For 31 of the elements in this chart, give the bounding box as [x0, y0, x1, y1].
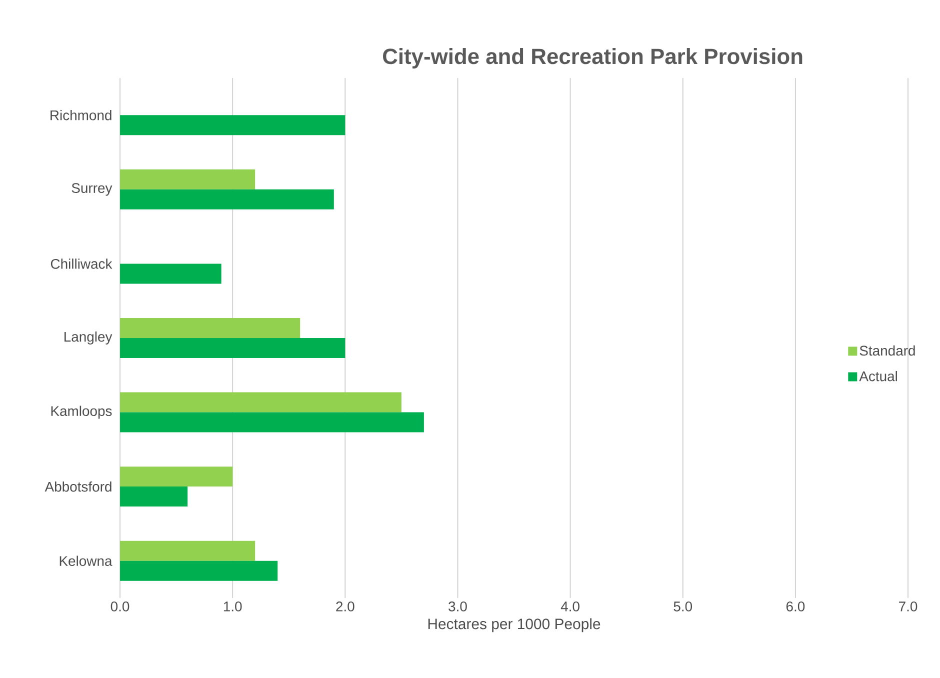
y-tick-label: Kelowna	[60, 556, 112, 566]
bar	[120, 560, 278, 581]
bar	[120, 412, 424, 432]
bar	[120, 264, 222, 284]
chart-title: City-wide and Recreation Park Provision	[383, 48, 802, 68]
x-tick-label: 3.0	[448, 602, 467, 612]
x-tick-label: 0.0	[110, 602, 130, 612]
y-tick-label: Langley	[64, 331, 112, 344]
x-tick-label: 1.0	[224, 602, 242, 612]
x-tick-label: 6.0	[786, 602, 805, 612]
bar	[120, 466, 233, 487]
bar	[120, 169, 256, 190]
bar	[120, 486, 188, 507]
x-tick-label: 4.0	[560, 602, 580, 612]
y-tick-label: Richmond	[50, 110, 112, 120]
bar	[120, 189, 334, 210]
y-tick-label: Surrey	[72, 183, 112, 196]
x-tick-label: 2.0	[336, 602, 354, 612]
bar	[120, 115, 346, 136]
x-tick-label: 7.0	[899, 602, 918, 612]
x-tick-label: 5.0	[674, 602, 692, 612]
legend-label: Standard	[860, 345, 915, 356]
bar	[120, 338, 346, 358]
bar	[120, 392, 402, 412]
y-tick-label: Abbotsford	[44, 481, 112, 492]
bar	[120, 318, 300, 338]
bar	[120, 540, 256, 561]
x-axis-title: Hectares per 1000 People	[428, 618, 600, 632]
y-tick-label: Kamloops	[51, 406, 112, 419]
legend-label: Actual	[859, 370, 897, 382]
y-tick-label: Chilliwack	[50, 258, 112, 269]
